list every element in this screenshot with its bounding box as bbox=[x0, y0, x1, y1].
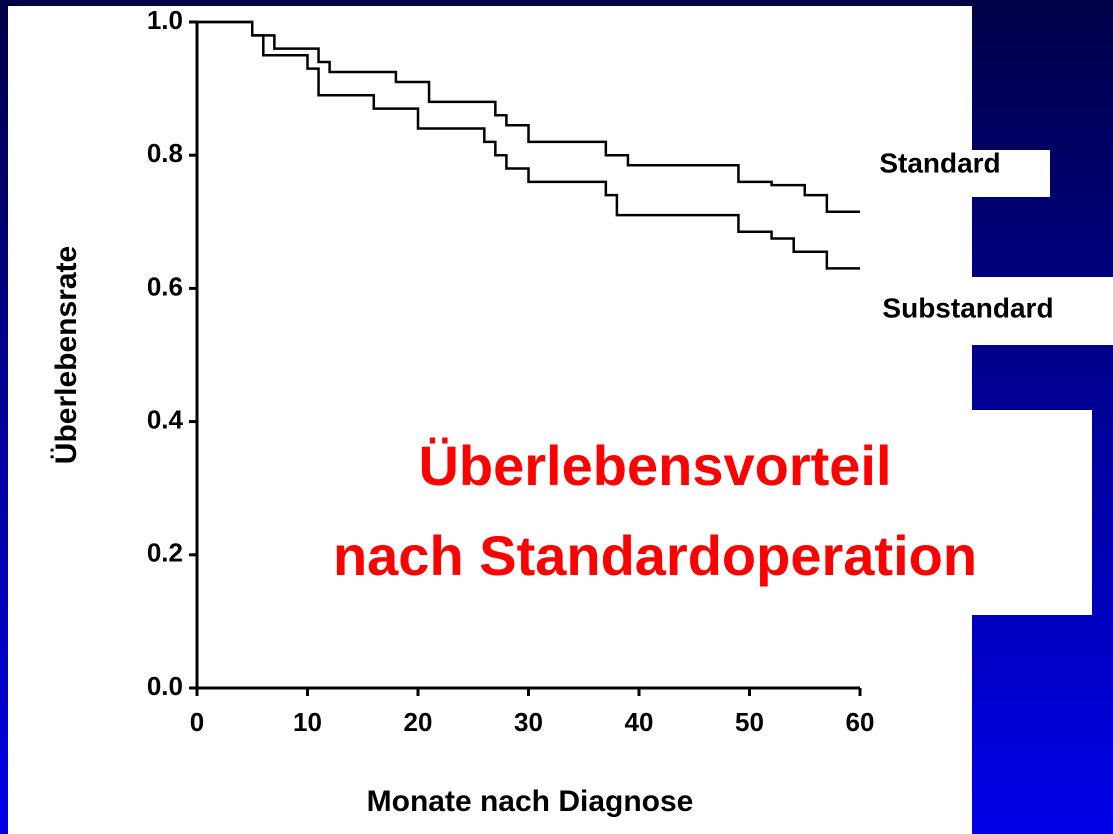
x-tick-label: 50 bbox=[735, 707, 764, 737]
y-tick-label: 0.2 bbox=[147, 538, 183, 568]
series-label: Standard bbox=[879, 147, 1000, 178]
series-label: Substandard bbox=[882, 292, 1053, 323]
survival-curve bbox=[197, 20, 860, 270]
label-box bbox=[822, 277, 1113, 345]
x-tick-label: 30 bbox=[514, 707, 543, 737]
x-tick-label: 10 bbox=[293, 707, 322, 737]
y-tick-label: 0.8 bbox=[147, 138, 183, 168]
y-tick-label: 0.4 bbox=[147, 404, 184, 434]
label-box bbox=[828, 150, 1050, 197]
annotation: Überlebensvorteil bbox=[418, 434, 891, 497]
y-tick-label: 1.0 bbox=[147, 5, 183, 35]
x-axis-label: Monate nach Diagnose bbox=[367, 785, 694, 818]
x-tick-label: 60 bbox=[846, 707, 875, 737]
x-tick-label: 20 bbox=[404, 707, 433, 737]
y-axis-label: Überlebensrate bbox=[50, 246, 83, 464]
x-tick-label: 40 bbox=[625, 707, 654, 737]
y-tick-label: 0.0 bbox=[147, 671, 183, 701]
y-tick-label: 0.6 bbox=[147, 271, 183, 301]
annotation-box bbox=[230, 410, 1092, 615]
x-tick-label: 0 bbox=[190, 707, 204, 737]
survival-curve bbox=[197, 20, 860, 214]
annotation: nach Standardoperation bbox=[333, 524, 977, 587]
